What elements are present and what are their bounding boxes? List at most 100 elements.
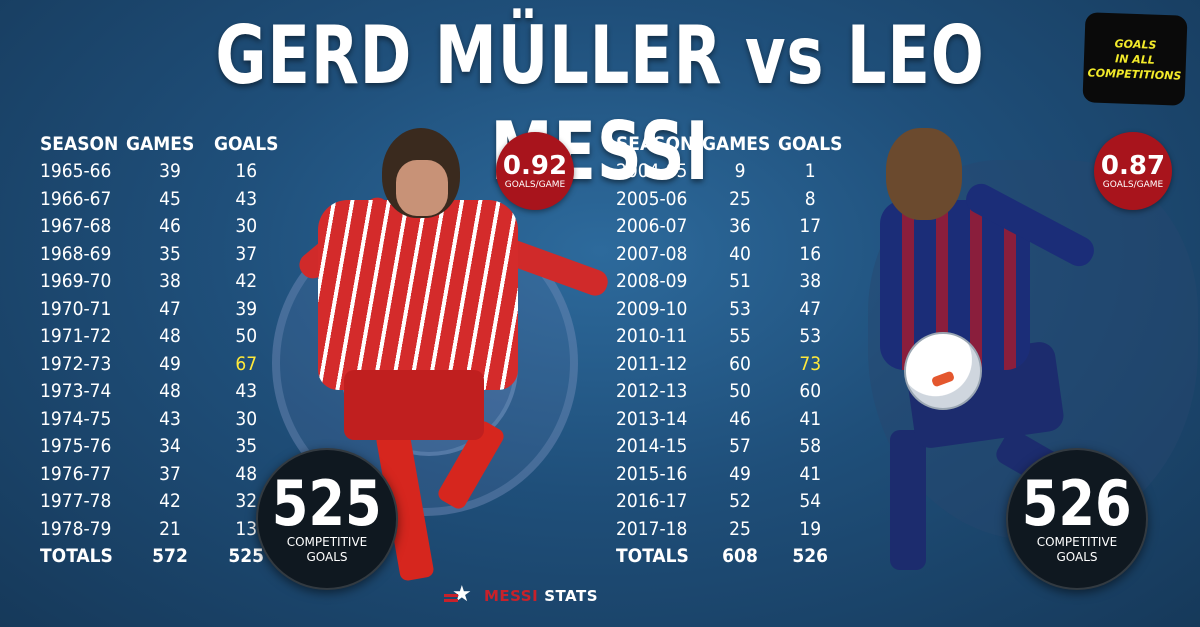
muller-cell-goals: 37 [235, 242, 258, 265]
muller-cell-season: 1968-69 [40, 242, 112, 265]
table-row: 2006-07 36 17 [616, 213, 842, 241]
muller-cell-goals: 30 [235, 407, 258, 430]
messi-cell-season: 2011-12 [616, 352, 688, 375]
table-row: 1967-68 46 30 [40, 213, 278, 241]
messi-cell-season: 2004-05 [616, 160, 688, 183]
muller-cell-games: 38 [159, 270, 181, 293]
messi-cell-season: 2016-17 [616, 490, 688, 513]
messi-cell-games: 53 [729, 297, 751, 320]
muller-ratio-label: GOALS/GAME [504, 179, 566, 190]
muller-cell-games: 47 [159, 297, 181, 320]
muller-cell-goals: 48 [235, 462, 258, 485]
column-header-season: SEASON [40, 132, 119, 155]
messi-ratio-value: 0.87 [1100, 150, 1166, 181]
messi-cell-games: 57 [729, 435, 751, 458]
messi-cell-season: 2006-07 [616, 215, 688, 238]
table-row: 2013-14 46 41 [616, 405, 842, 433]
muller-cell-goals: 39 [235, 297, 258, 320]
messi-total-value: 526 [1021, 467, 1132, 540]
table-row: 1976-77 37 48 [40, 460, 278, 488]
tag-line-1: GOALS [1114, 36, 1157, 52]
muller-cell-games: 48 [159, 380, 181, 403]
table-row: 2008-09 51 38 [616, 268, 842, 296]
table-row: 2005-06 25 8 [616, 185, 842, 213]
messi-cell-season: 2017-18 [616, 517, 688, 540]
messi-cell-games: 25 [729, 517, 751, 540]
messi-cell-goals: 54 [799, 490, 822, 513]
muller-total-label-2: GOALS [306, 550, 348, 564]
muller-cell-goals: 16 [235, 160, 258, 183]
muller-cell-season: 1970-71 [40, 297, 112, 320]
muller-cell-goals: 32 [235, 490, 258, 513]
competitions-tag: GOALS IN ALL COMPETITIONS [1082, 12, 1188, 106]
messi-stats-table: SEASON GAMES GOALS 2004-05 9 1 2005-06 25 8 20… [616, 130, 842, 570]
table-row: 1974-75 43 30 [40, 405, 278, 433]
messi-cell-goals: 16 [799, 242, 822, 265]
messi-total-label-2: GOALS [1056, 550, 1098, 564]
muller-cell-games: 35 [159, 242, 181, 265]
table-row: 2016-17 52 54 [616, 488, 842, 516]
muller-cell-games: 21 [159, 517, 181, 540]
muller-cell-games: 43 [159, 407, 181, 430]
muller-cell-goals: 50 [235, 325, 258, 348]
table-row: 2015-16 49 41 [616, 460, 842, 488]
table-row: 1965-66 39 16 [40, 158, 278, 186]
table-row: 2012-13 50 60 [616, 378, 842, 406]
brand-part-2: STATS [544, 587, 599, 605]
muller-cell-games: 42 [159, 490, 181, 513]
column-header-games: GAMES [126, 132, 195, 155]
messi-cell-goals: 60 [799, 380, 822, 403]
totals-row: TOTALS 608 526 [616, 543, 842, 571]
table-row: 2010-11 55 53 [616, 323, 842, 351]
star-logo-icon [444, 582, 478, 607]
muller-cell-games: 34 [159, 435, 181, 458]
column-header-goals: GOALS [778, 132, 843, 155]
muller-cell-season: 1976-77 [40, 462, 112, 485]
muller-totals-games: 572 [152, 545, 188, 568]
muller-cell-season: 1966-67 [40, 187, 112, 210]
muller-cell-goals: 30 [235, 215, 258, 238]
messi-cell-games: 49 [729, 462, 751, 485]
messi-total-goals-circle: 526 COMPETITIVE GOALS [1006, 448, 1148, 590]
muller-cell-season: 1973-74 [40, 380, 112, 403]
messi-cell-games: 40 [729, 242, 751, 265]
muller-cell-games: 37 [159, 462, 181, 485]
messi-cell-season: 2012-13 [616, 380, 688, 403]
brand-part-1: MESSI [484, 587, 539, 605]
messi-cell-season: 2007-08 [616, 242, 688, 265]
messi-cell-goals: 73 [799, 352, 822, 375]
table-row: 1977-78 42 32 [40, 488, 278, 516]
messi-cell-games: 51 [729, 270, 751, 293]
messi-cell-season: 2008-09 [616, 270, 688, 293]
messi-totals-goals: 526 [792, 545, 829, 568]
muller-total-label-1: COMPETITIVE [286, 535, 368, 549]
column-header-games: GAMES [702, 132, 771, 155]
messi-cell-goals: 19 [799, 517, 822, 540]
table-row: 1970-71 47 39 [40, 295, 278, 323]
muller-cell-season: 1978-79 [40, 517, 112, 540]
messi-cell-goals: 53 [799, 325, 822, 348]
table-row: 2009-10 53 47 [616, 295, 842, 323]
messi-cell-goals: 38 [799, 270, 822, 293]
table-row: 2007-08 40 16 [616, 240, 842, 268]
muller-cell-games: 45 [159, 187, 181, 210]
table-row: 1973-74 48 43 [40, 378, 278, 406]
table-header-row: SEASON GAMES GOALS [616, 130, 842, 158]
table-row: 1978-79 21 13 [40, 515, 278, 543]
column-header-goals: GOALS [214, 132, 279, 155]
muller-shirt [318, 200, 518, 390]
muller-cell-season: 1977-78 [40, 490, 112, 513]
muller-cell-goals: 42 [235, 270, 258, 293]
messi-cell-goals: 1 [804, 160, 816, 183]
messi-cell-season: 2013-14 [616, 407, 688, 430]
messi-cell-games: 36 [729, 215, 751, 238]
messi-cell-games: 9 [734, 160, 746, 183]
table-row: 1971-72 48 50 [40, 323, 278, 351]
messi-cell-goals: 8 [804, 187, 816, 210]
messi-cell-goals: 17 [799, 215, 822, 238]
muller-stats-table: SEASON GAMES GOALS 1965-66 39 16 1966-67 45 4… [40, 130, 278, 570]
messi-cell-games: 52 [729, 490, 751, 513]
muller-cell-season: 1975-76 [40, 435, 112, 458]
tag-line-3: COMPETITIONS [1087, 65, 1182, 83]
messi-cell-goals: 58 [799, 435, 822, 458]
